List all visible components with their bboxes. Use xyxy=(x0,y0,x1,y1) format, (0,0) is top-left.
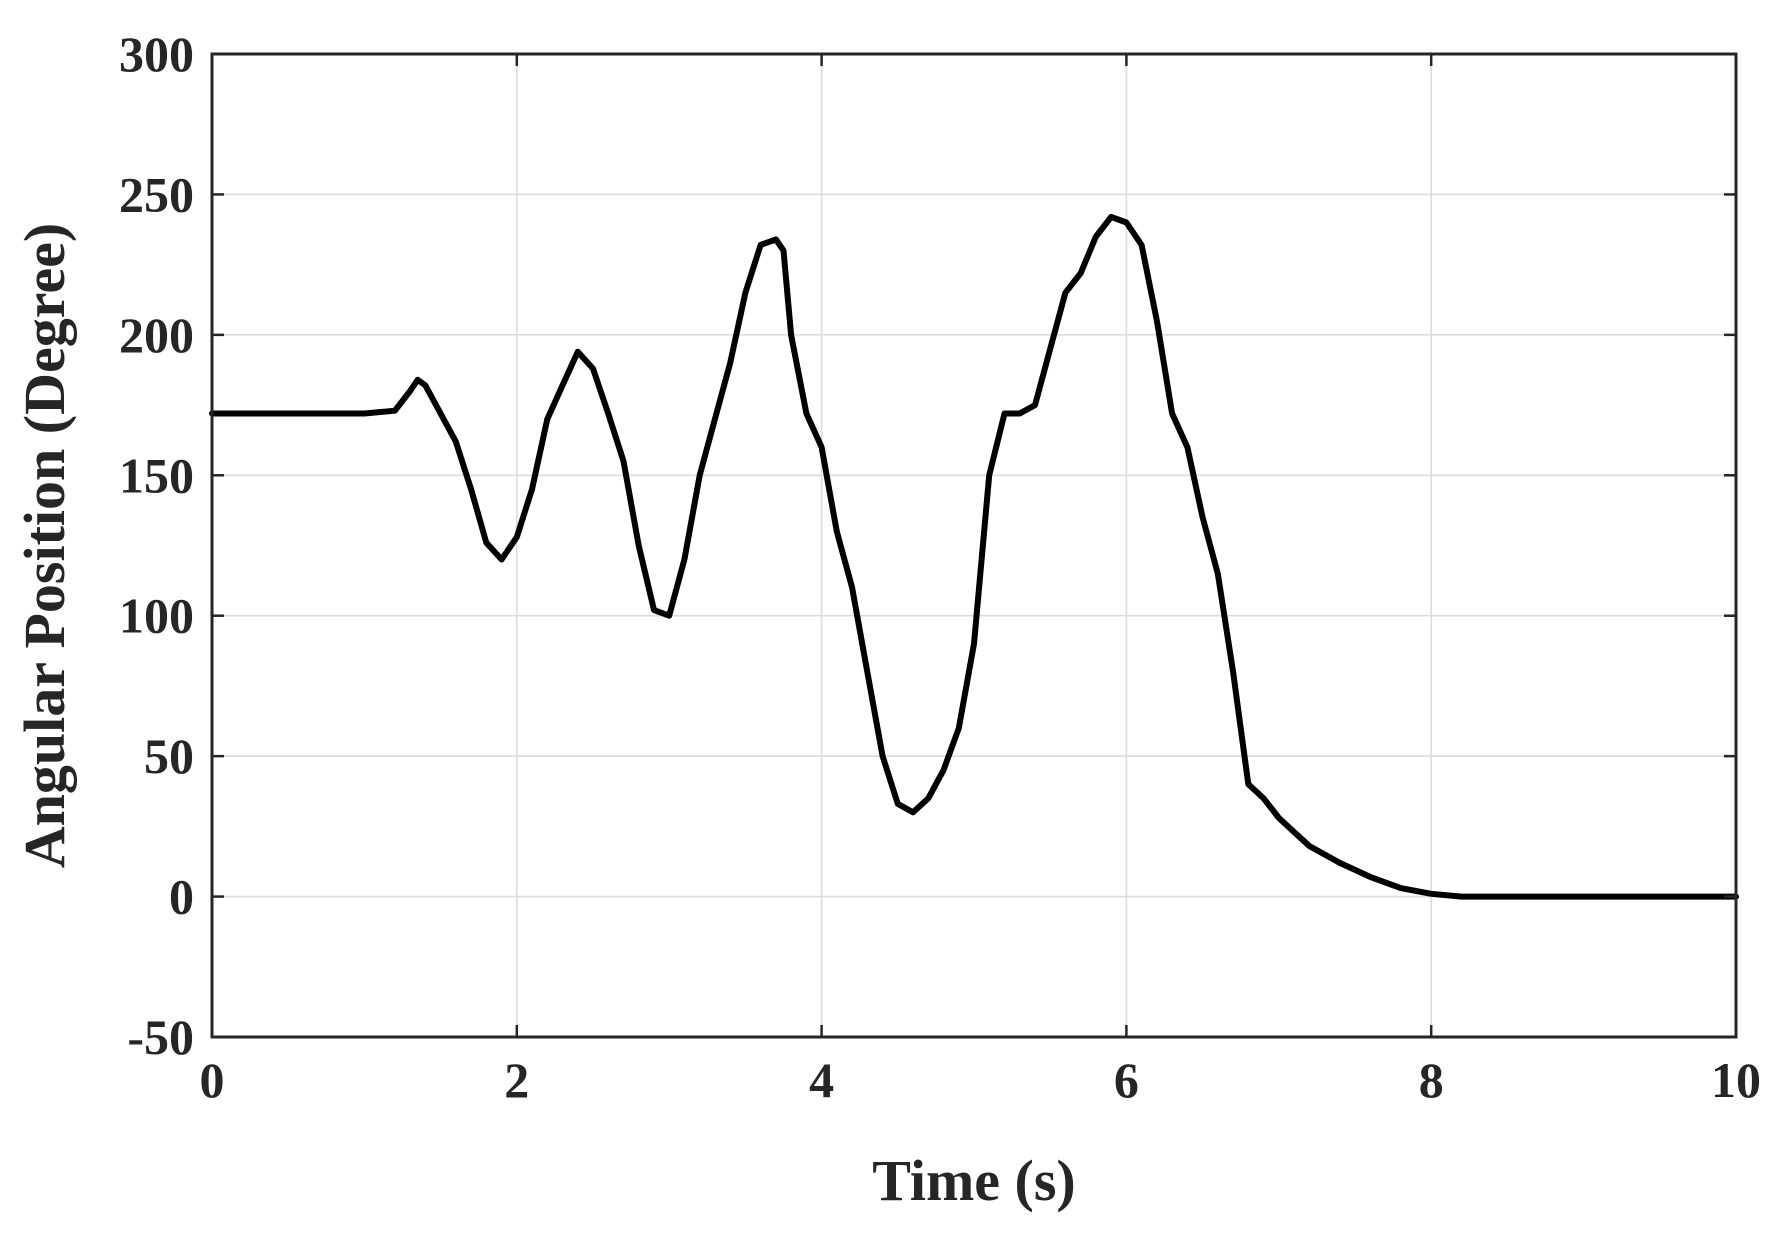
x-tick-label: 0 xyxy=(200,1052,225,1108)
x-axis-tick-labels: 0 2 4 6 8 10 xyxy=(200,1052,1762,1108)
y-tick-label: 300 xyxy=(119,26,194,82)
x-tick-label: 6 xyxy=(1114,1052,1139,1108)
plot-area-frame xyxy=(210,52,1738,1039)
tick-marks xyxy=(210,52,1738,1039)
y-tick-label: 0 xyxy=(169,869,194,925)
y-axis-tick-labels: -50 0 50 100 150 200 250 300 xyxy=(119,26,194,1065)
x-tick-label: 8 xyxy=(1419,1052,1444,1108)
y-tick-label: 250 xyxy=(119,166,194,222)
series-line-0 xyxy=(209,213,1739,900)
y-tick-label: 150 xyxy=(119,447,194,503)
y-tick-label: 50 xyxy=(144,728,194,784)
grid xyxy=(212,54,1736,1037)
y-tick-label: 100 xyxy=(119,588,194,644)
x-tick-label: 2 xyxy=(504,1052,529,1108)
y-axis-title: Angular Position (Degree) xyxy=(12,223,77,868)
x-axis-title: Time (s) xyxy=(872,1148,1076,1213)
series-layer xyxy=(209,213,1739,900)
x-tick-label: 10 xyxy=(1711,1052,1761,1108)
y-tick-label: 200 xyxy=(119,307,194,363)
y-tick-label: -50 xyxy=(127,1009,194,1065)
x-tick-label: 4 xyxy=(809,1052,834,1108)
